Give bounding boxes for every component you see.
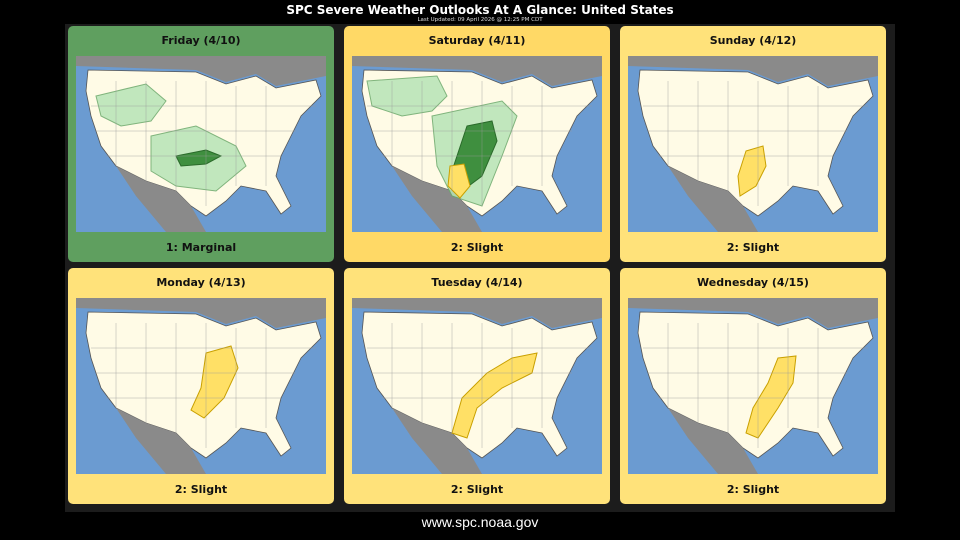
- risk-label: 2: Slight: [726, 483, 780, 496]
- outlook-map: [628, 56, 878, 232]
- panel-title: Sunday (4/12): [709, 34, 797, 47]
- last-updated: Last Updated: 09 April 2026 @ 12:25 PM C…: [417, 17, 543, 23]
- outlook-panel-saturday[interactable]: Saturday (4/11) 2: Slight: [344, 26, 610, 262]
- outlook-map: [76, 298, 326, 474]
- outlook-panel-tuesday[interactable]: Tuesday (4/14) 2: Slight: [344, 268, 610, 504]
- outlook-map: [352, 56, 602, 232]
- risk-label: 2: Slight: [726, 241, 780, 254]
- page-title: SPC Severe Weather Outlooks At A Glance:…: [286, 3, 674, 17]
- outlook-panel-friday[interactable]: Friday (4/10) 1: Marginal: [68, 26, 334, 262]
- outlook-panels: Friday (4/10) 1: Marginal Saturday (4/11…: [65, 24, 895, 512]
- risk-label: 2: Slight: [174, 483, 228, 496]
- outlook-panel-sunday[interactable]: Sunday (4/12) 2: Slight: [620, 26, 886, 262]
- outlook-map: [76, 56, 326, 232]
- panel-title: Wednesday (4/15): [697, 276, 809, 289]
- panel-title: Tuesday (4/14): [431, 276, 523, 289]
- outlook-panel-wednesday[interactable]: Wednesday (4/15) 2: Slight: [620, 268, 886, 504]
- outlook-map: [352, 298, 602, 474]
- outlook-map: [628, 298, 878, 474]
- outlook-panel-monday[interactable]: Monday (4/13) 2: Slight: [68, 268, 334, 504]
- panel-title: Monday (4/13): [156, 276, 246, 289]
- panel-title: Friday (4/10): [161, 34, 241, 47]
- risk-label: 1: Marginal: [165, 241, 237, 254]
- risk-label: 2: Slight: [450, 241, 504, 254]
- page-header: SPC Severe Weather Outlooks At A Glance:…: [0, 0, 960, 24]
- panel-title: Saturday (4/11): [428, 34, 526, 47]
- footer-url[interactable]: www.spc.noaa.gov: [421, 514, 539, 530]
- risk-label: 2: Slight: [450, 483, 504, 496]
